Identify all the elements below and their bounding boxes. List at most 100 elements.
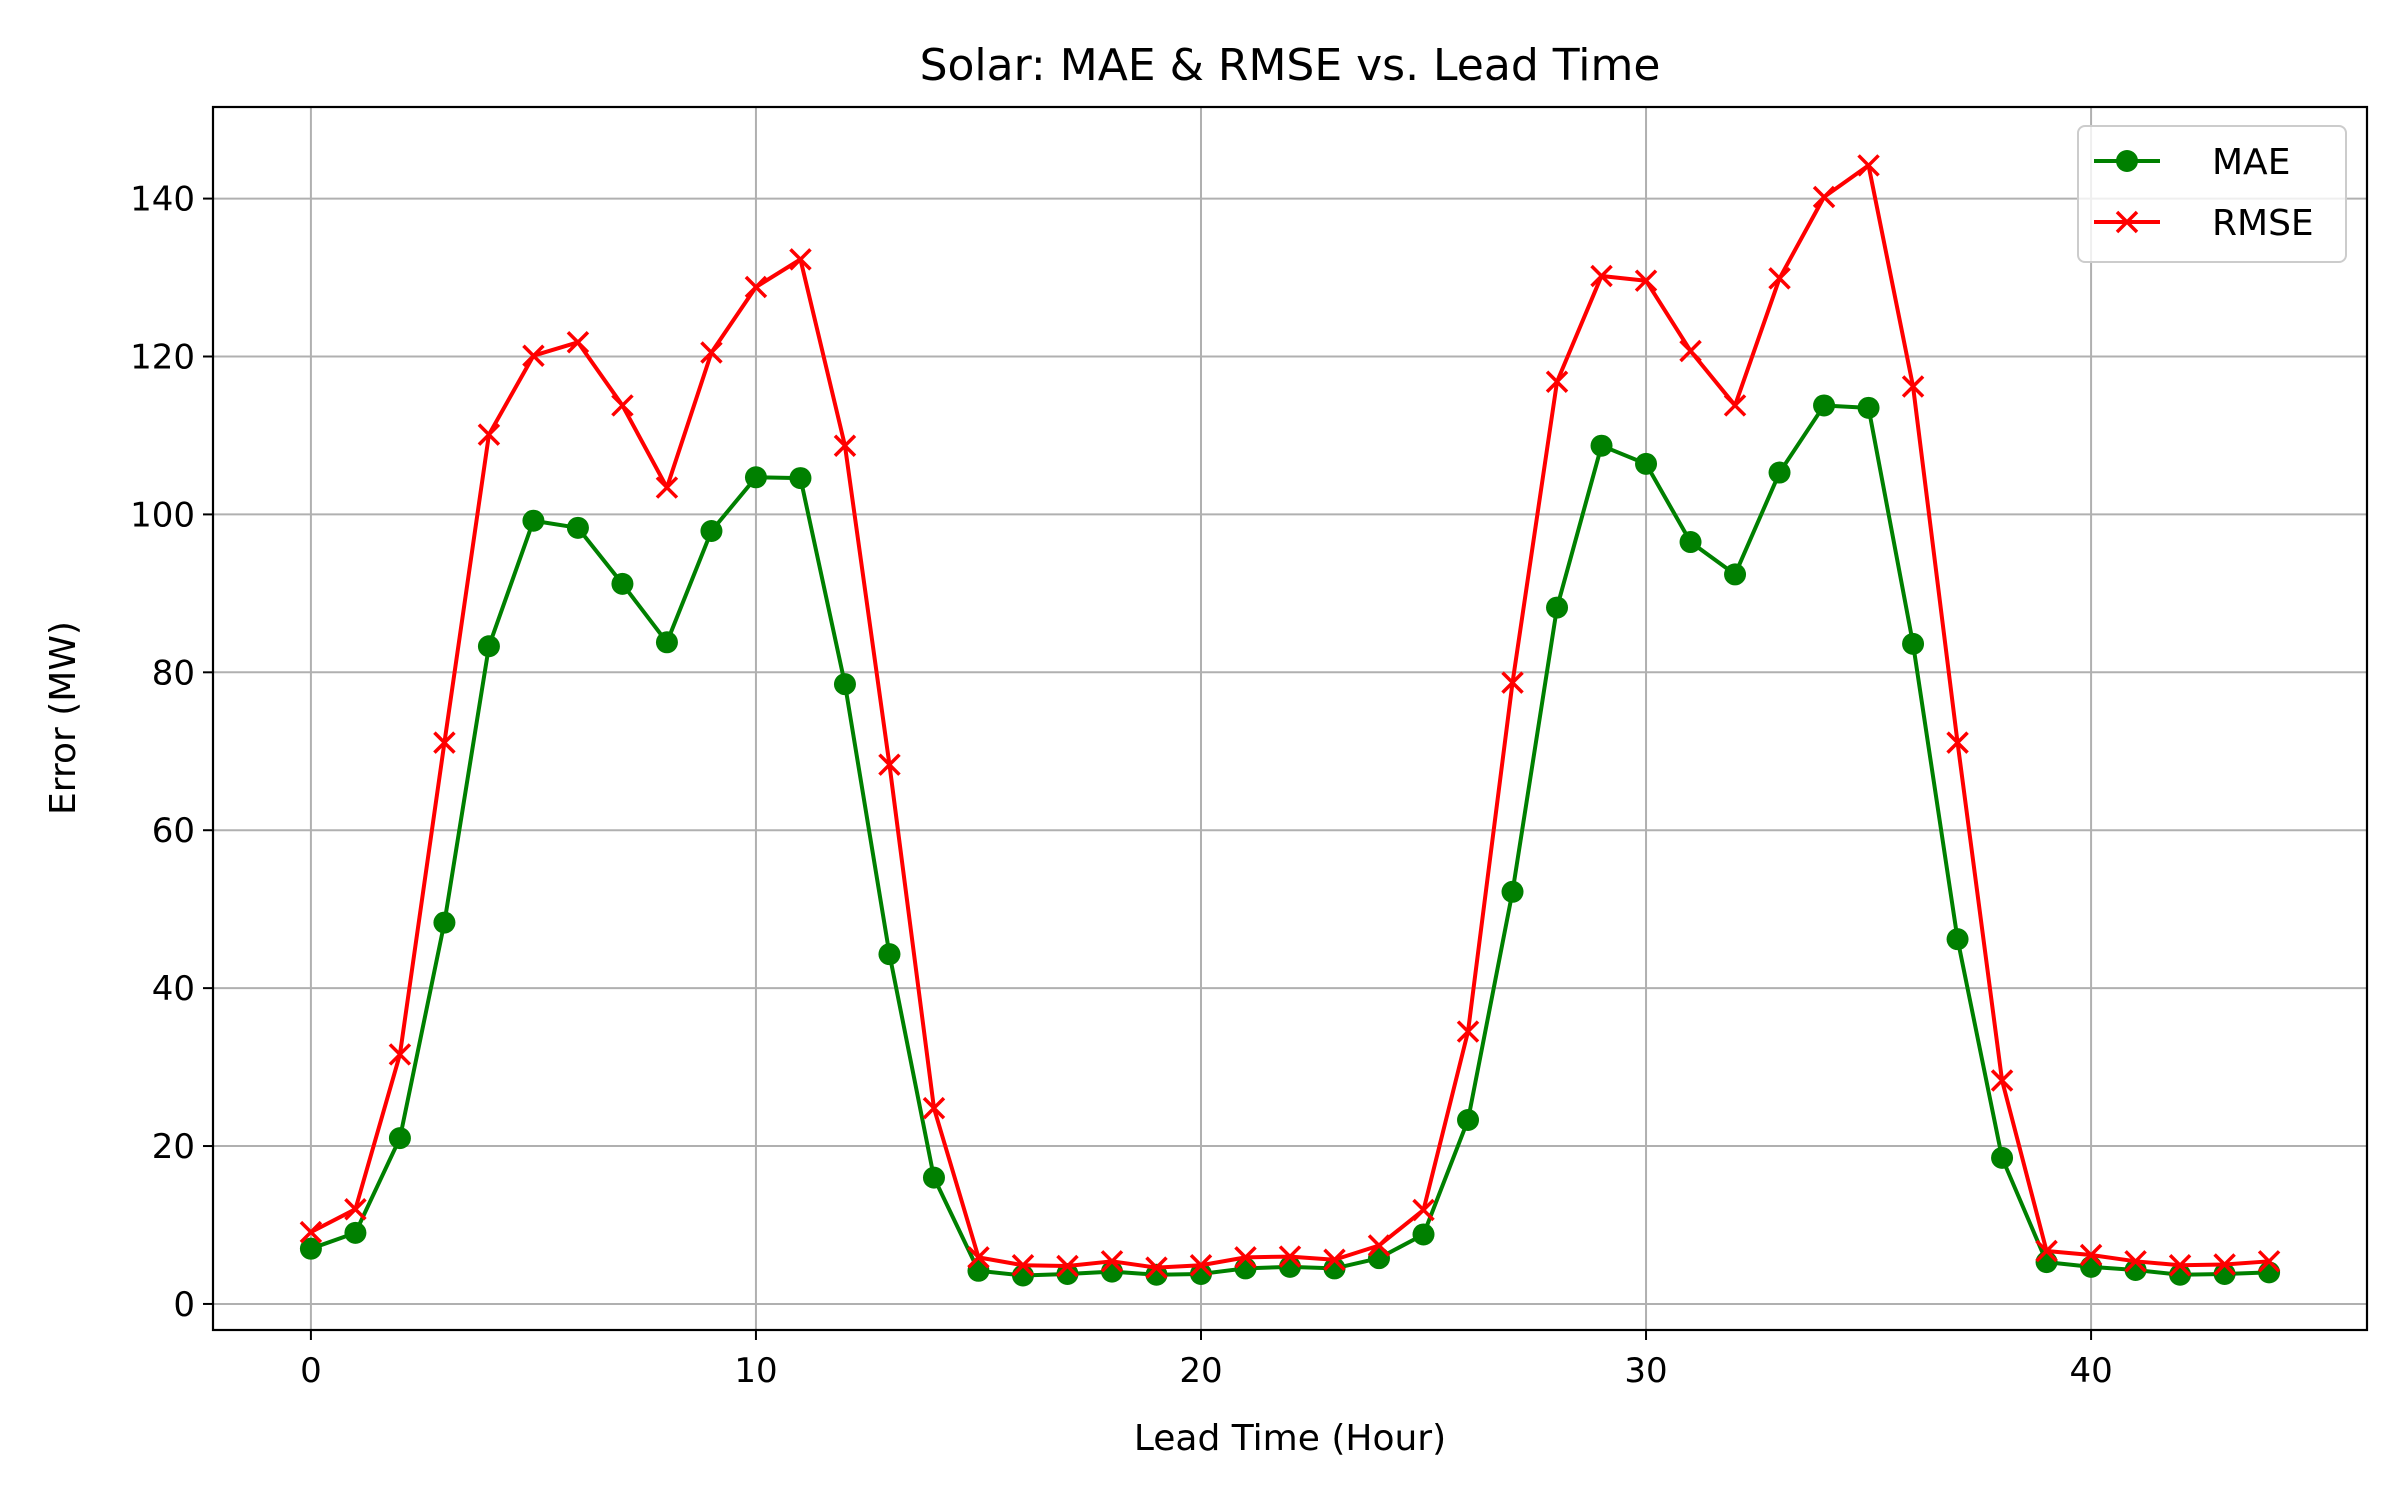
data-point-rmse (2168, 1254, 2192, 1277)
data-point-mae (477, 635, 500, 658)
data-point-mae (344, 1221, 367, 1244)
data-point-mae (1056, 1262, 1079, 1285)
data-point-rmse (1679, 339, 1702, 363)
data-point-mae (2035, 1251, 2058, 1274)
series-rmse (299, 154, 2281, 1279)
data-point-rmse (1545, 370, 1569, 393)
x-tick-label: 30 (1624, 1351, 1667, 1391)
data-point-mae (655, 631, 678, 654)
x-tick-label: 40 (2069, 1351, 2112, 1391)
data-point-rmse (1857, 154, 1880, 177)
data-point-rmse (433, 731, 456, 754)
data-point-mae (1546, 596, 1569, 619)
data-point-rmse (1590, 264, 1613, 288)
data-point-mae (789, 467, 812, 490)
data-point-mae (1679, 531, 1702, 554)
y-tick-label: 20 (152, 1127, 195, 1167)
x-tick-label: 20 (1179, 1351, 1222, 1391)
data-point-rmse (1501, 671, 1524, 694)
data-point-rmse (2213, 1253, 2236, 1276)
y-tick-label: 140 (130, 180, 195, 220)
data-point-rmse (477, 423, 501, 446)
data-point-mae (1768, 461, 1791, 484)
data-point-rmse (2124, 1250, 2147, 1273)
data-point-rmse (2257, 1250, 2281, 1273)
data-point-rmse (566, 331, 590, 354)
data-point-rmse (522, 344, 545, 367)
data-point-mae (566, 516, 589, 539)
data-point-mae (1724, 563, 1747, 586)
data-point-mae (611, 572, 634, 595)
data-point-mae (1946, 928, 1969, 951)
data-point-rmse (299, 1220, 323, 1244)
y-tick-label: 60 (152, 811, 195, 851)
axis-ticks: 0 10 20 30 40 0 20 40 60 80 100 120 140 (130, 180, 2113, 1391)
data-point-mae (388, 1127, 411, 1150)
legend-rmse-label: RMSE (2212, 203, 2314, 244)
data-point-rmse (611, 394, 634, 417)
data-point-mae (2080, 1255, 2103, 1278)
x-tick-label: 10 (734, 1351, 777, 1391)
data-point-rmse (789, 248, 812, 271)
data-point-mae (1590, 434, 1613, 457)
data-point-rmse (1456, 1020, 1480, 1043)
data-point-mae (700, 519, 723, 542)
data-point-mae (878, 943, 901, 966)
data-point-rmse (655, 476, 679, 499)
data-point-mae (433, 911, 456, 934)
data-point-rmse (1812, 185, 1836, 209)
y-tick-label: 120 (130, 337, 195, 377)
data-point-rmse (344, 1197, 367, 1221)
data-point-rmse (388, 1043, 412, 1066)
data-point-rmse (1901, 375, 1925, 398)
data-point-rmse (1634, 269, 1658, 292)
y-tick-label: 100 (130, 495, 195, 535)
series-layer (299, 154, 2281, 1287)
y-axis-label: Error (MW) (43, 621, 84, 815)
data-point-mae (1902, 632, 1925, 655)
data-point-rmse (2035, 1239, 2058, 1263)
y-tick-label: 80 (152, 653, 195, 693)
data-point-mae (2258, 1261, 2281, 1284)
data-point-mae (522, 509, 545, 532)
series-mae (299, 394, 2281, 1287)
data-point-mae (1457, 1108, 1480, 1131)
data-point-rmse (1768, 267, 1791, 290)
data-point-mae (1368, 1247, 1391, 1270)
data-point-mae (1857, 396, 1880, 419)
data-point-mae (744, 466, 767, 489)
data-point-mae (1991, 1146, 2014, 1169)
legend-mae-label: MAE (2212, 142, 2290, 183)
grid (213, 107, 2367, 1330)
data-point-mae (1011, 1264, 1034, 1287)
data-point-mae (1813, 394, 1836, 417)
data-point-rmse (1946, 731, 1969, 754)
data-point-rmse (2079, 1243, 2103, 1267)
y-tick-label: 0 (173, 1285, 195, 1325)
data-point-rmse (1323, 1248, 1346, 1271)
data-point-mae (1635, 452, 1658, 475)
data-point-rmse (1278, 1245, 1302, 1268)
data-point-rmse (1100, 1250, 1124, 1273)
data-point-rmse (967, 1246, 990, 1269)
data-point-rmse (1723, 394, 1747, 417)
data-point-rmse (1990, 1069, 2014, 1092)
data-point-rmse (1056, 1254, 1079, 1278)
plot-frame (211, 105, 2369, 1332)
data-point-rmse (1189, 1254, 1213, 1277)
legend: MAE RMSE (2077, 125, 2347, 263)
data-point-mae (833, 673, 856, 696)
data-point-rmse (922, 1096, 946, 1120)
x-axis-label: Lead Time (Hour) (1134, 1418, 1446, 1459)
data-point-mae (1501, 880, 1524, 903)
data-point-rmse (1145, 1256, 1168, 1279)
data-point-rmse (1367, 1234, 1391, 1257)
data-point-mae (922, 1166, 945, 1189)
legend-mae-marker (2116, 150, 2138, 172)
x-tick-label: 0 (300, 1351, 322, 1391)
data-point-rmse (1011, 1254, 1035, 1277)
chart-title: Solar: MAE & RMSE vs. Lead Time (920, 40, 1661, 91)
legend-rmse-marker (2115, 210, 2139, 234)
data-point-mae (299, 1237, 322, 1260)
